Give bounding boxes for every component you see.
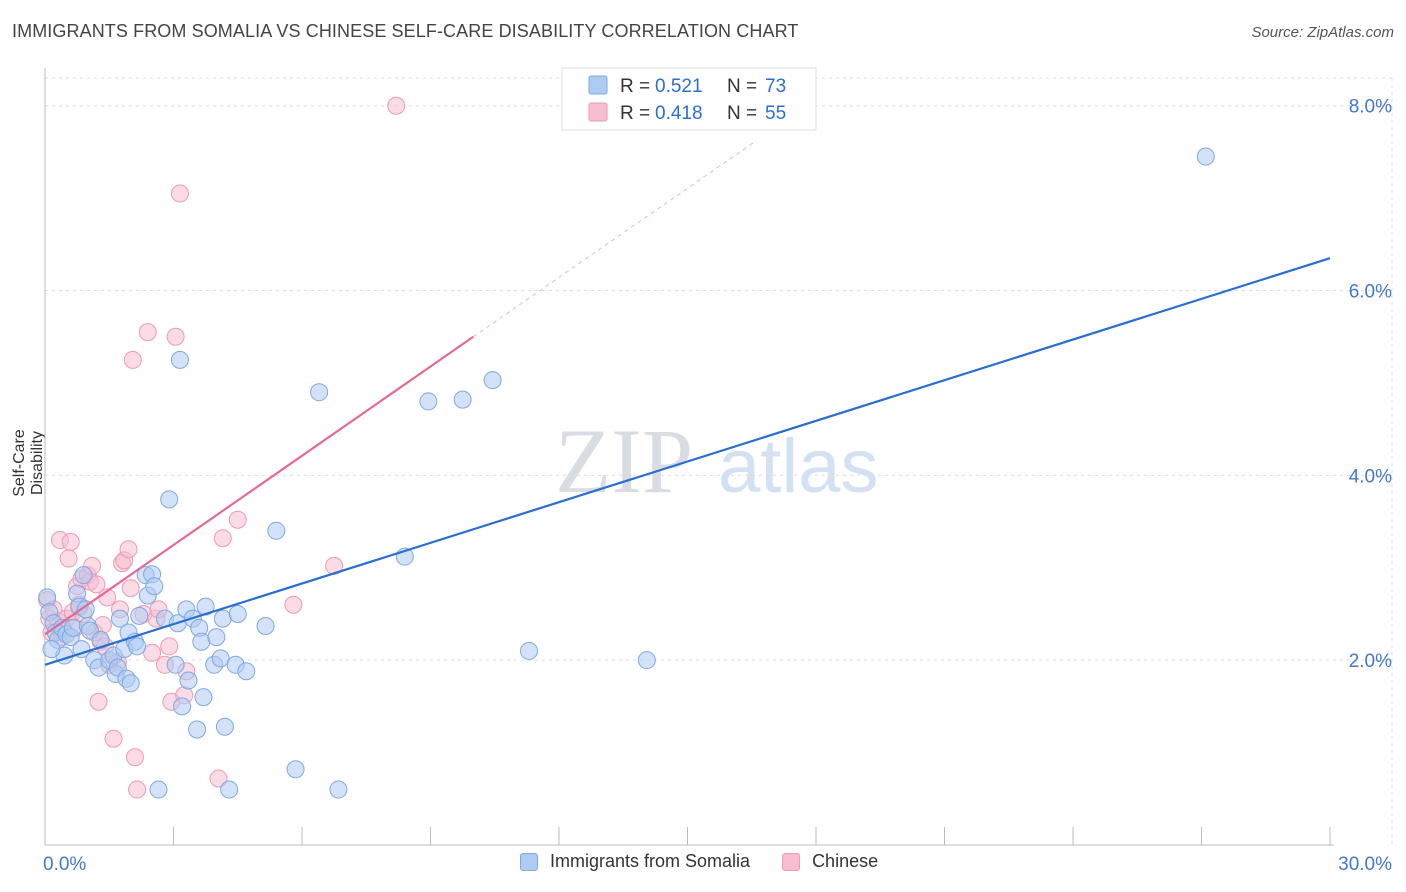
somalia-point bbox=[1196, 147, 1215, 166]
somalia-point bbox=[173, 697, 192, 716]
somalia-point bbox=[121, 674, 140, 693]
chinese-point bbox=[284, 595, 303, 614]
chinese-point bbox=[143, 643, 162, 662]
chinese-point bbox=[123, 350, 142, 369]
legend-swatch-somalia bbox=[588, 75, 608, 95]
chinese-point bbox=[209, 769, 228, 788]
chinese-point bbox=[121, 579, 140, 598]
somalia-point bbox=[520, 641, 539, 660]
series-chinese-points bbox=[38, 96, 406, 799]
somalia-point bbox=[130, 606, 149, 625]
somalia-point bbox=[91, 630, 110, 649]
somalia-point bbox=[188, 720, 207, 739]
legend-label-chinese: Chinese bbox=[812, 851, 879, 871]
legend-r-value-somalia: 0.521 bbox=[655, 76, 703, 97]
somalia-point bbox=[310, 383, 329, 402]
somalia-point bbox=[128, 637, 147, 656]
x-tick-label: 0.0% bbox=[43, 854, 86, 875]
chinese-point bbox=[61, 532, 80, 551]
somalia-point bbox=[149, 780, 168, 799]
chinese-point bbox=[87, 575, 106, 594]
y-tick-label: 4.0% bbox=[1349, 466, 1392, 487]
gridlines bbox=[45, 77, 1393, 845]
somalia-point bbox=[170, 350, 189, 369]
somalia-point bbox=[179, 671, 198, 690]
somalia-point bbox=[237, 662, 256, 681]
chinese-point bbox=[138, 323, 157, 342]
somalia-point bbox=[38, 588, 57, 607]
chinese-point bbox=[125, 748, 144, 767]
chinese-point bbox=[59, 549, 78, 568]
axes bbox=[44, 68, 1334, 846]
chinese-point bbox=[160, 637, 179, 656]
legend-r-label: R = bbox=[620, 103, 650, 124]
somalia-point bbox=[329, 780, 348, 799]
somalia-point bbox=[192, 632, 211, 651]
somalia-point bbox=[211, 649, 230, 668]
chart-title: IMMIGRANTS FROM SOMALIA VS CHINESE SELF-… bbox=[12, 21, 799, 41]
chinese-point bbox=[89, 692, 108, 711]
somalia-point bbox=[145, 577, 164, 596]
chinese-point bbox=[213, 529, 232, 548]
legend-swatch-chinese bbox=[782, 852, 801, 871]
somalia-trend-line bbox=[44, 257, 1331, 666]
chinese-trend-line bbox=[44, 335, 474, 636]
somalia-point bbox=[160, 490, 179, 509]
legend-label-somalia: Immigrants from Somalia bbox=[550, 851, 751, 871]
tick-labels: 2.0% 4.0% 6.0% 8.0% 0.0% 30.0% bbox=[43, 97, 1392, 875]
legend-n-value-somalia: 73 bbox=[765, 76, 786, 97]
somalia-point bbox=[72, 640, 91, 659]
chinese-point bbox=[387, 96, 406, 115]
chinese-point bbox=[170, 184, 189, 203]
legend-swatch-somalia bbox=[520, 852, 538, 871]
legend-n-label: N = bbox=[727, 103, 757, 124]
somalia-point bbox=[228, 604, 247, 623]
legend-item-chinese[interactable]: Chinese bbox=[782, 851, 878, 872]
bottom-legend: Immigrants from Somalia Chinese bbox=[520, 851, 910, 872]
y-tick-label: 8.0% bbox=[1349, 97, 1392, 118]
somalia-point bbox=[419, 392, 438, 411]
watermark: ZIP atlas bbox=[555, 410, 879, 512]
chinese-point bbox=[166, 327, 185, 346]
somalia-point bbox=[286, 760, 305, 779]
x-tick-label: 30.0% bbox=[1338, 854, 1392, 875]
source-credit: Source: ZipAtlas.com bbox=[1251, 24, 1394, 41]
legend-box: R = 0.521 N = 73 R = 0.418 N = 55 bbox=[561, 67, 817, 131]
somalia-point bbox=[215, 717, 234, 736]
somalia-point bbox=[267, 521, 286, 540]
somalia-point bbox=[213, 609, 232, 628]
somalia-point bbox=[74, 566, 93, 585]
chinese-point bbox=[128, 780, 147, 799]
somalia-point bbox=[194, 688, 213, 707]
somalia-point bbox=[166, 655, 185, 674]
chinese-trend-extension bbox=[473, 140, 757, 338]
somalia-point bbox=[110, 609, 129, 628]
somalia-point bbox=[637, 651, 656, 670]
chinese-point bbox=[119, 540, 138, 559]
legend-r-value-chinese: 0.418 bbox=[655, 103, 703, 124]
watermark-atlas: atlas bbox=[718, 424, 879, 509]
legend-item-somalia[interactable]: Immigrants from Somalia bbox=[520, 851, 750, 872]
chinese-point bbox=[228, 510, 247, 529]
y-tick-label: 2.0% bbox=[1349, 651, 1392, 672]
somalia-point bbox=[207, 628, 226, 647]
somalia-point bbox=[453, 390, 472, 409]
somalia-point bbox=[256, 616, 275, 635]
chinese-point bbox=[104, 729, 123, 748]
somalia-point bbox=[63, 618, 82, 637]
somalia-point bbox=[42, 640, 61, 659]
legend-n-value-chinese: 55 bbox=[765, 103, 786, 124]
trend-lines bbox=[44, 140, 1331, 666]
legend-n-label: N = bbox=[727, 76, 757, 97]
y-tick-label: 6.0% bbox=[1349, 282, 1392, 303]
somalia-point bbox=[483, 371, 502, 390]
legend-swatch-chinese bbox=[588, 102, 608, 122]
legend-r-label: R = bbox=[620, 76, 650, 97]
somalia-point bbox=[220, 780, 239, 799]
